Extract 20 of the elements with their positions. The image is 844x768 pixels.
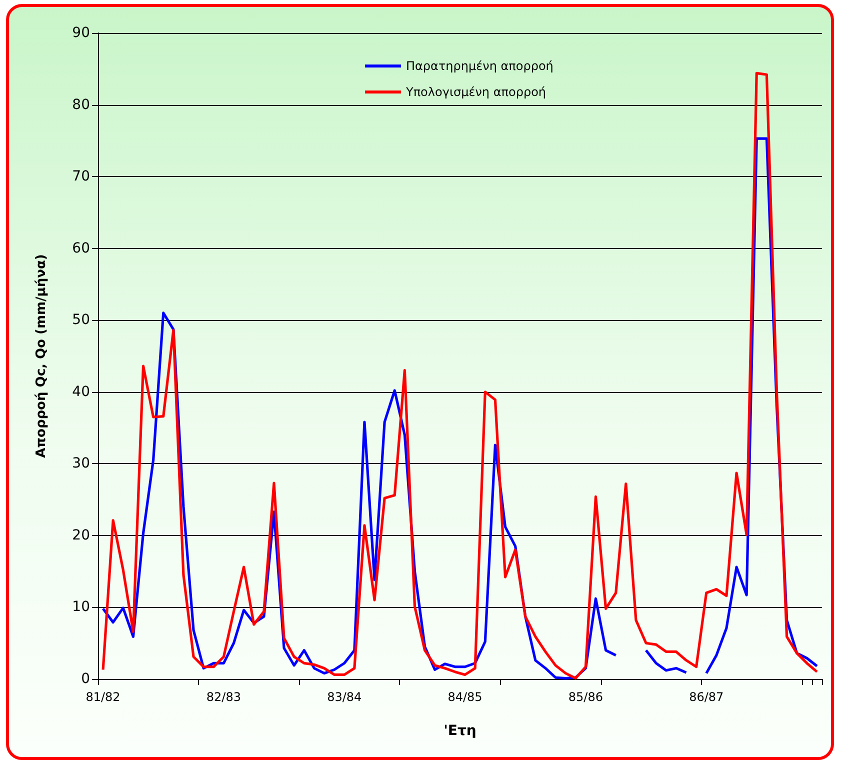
y-tick-label: 80 — [72, 96, 90, 113]
x-tick-label: 83/84 — [327, 690, 362, 704]
x-axis-title: 'Ετη — [444, 723, 476, 739]
legend-label: Υπολογισμένη απορροή — [405, 85, 546, 99]
legend-label: Παρατηρημένη απορροή — [406, 59, 554, 73]
x-tick-label: 84/85 — [448, 690, 482, 704]
y-tick-label: 50 — [72, 312, 90, 328]
y-tick-label: 10 — [72, 599, 90, 616]
x-tick-label: 82/83 — [206, 690, 241, 704]
y-tick-label: 30 — [72, 456, 90, 472]
x-tick-label: 86/87 — [689, 690, 724, 704]
y-tick-label: 90 — [72, 25, 90, 41]
y-axis-title: Απορροή Qc, Qo (mm/μήνα) — [34, 254, 49, 458]
x-tick-label: 81/82 — [86, 690, 120, 704]
y-tick-label: 20 — [72, 527, 90, 544]
x-tick-label: 85/86 — [568, 690, 603, 704]
y-tick-label: 40 — [72, 384, 90, 400]
y-tick-label: 60 — [72, 240, 90, 256]
y-tick-label: 70 — [72, 168, 90, 185]
y-tick-label: 0 — [81, 671, 90, 687]
